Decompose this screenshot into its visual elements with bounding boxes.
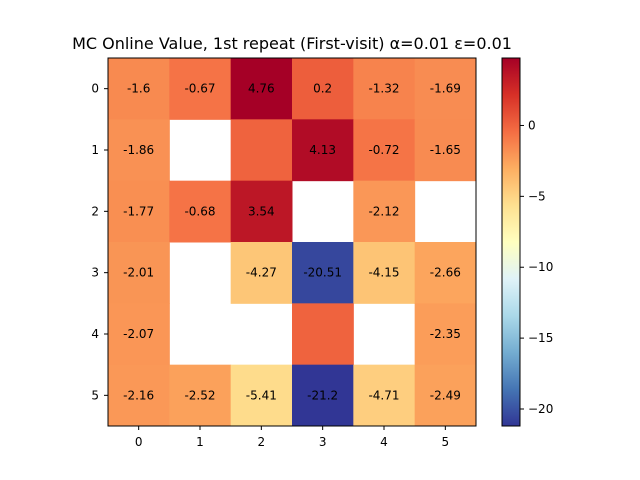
y-tick-label: 5 (91, 388, 99, 402)
cell-value-label: 4.76 (248, 82, 275, 96)
x-tick-label: 5 (442, 435, 450, 449)
cell-value-label: -0.68 (184, 204, 215, 218)
cell-value-label: -2.52 (184, 388, 215, 402)
heatmap-cell (292, 58, 354, 120)
heatmap-cell (108, 180, 170, 243)
heatmap-cell (414, 364, 477, 427)
x-tick-label: 1 (196, 435, 204, 449)
heatmap-cell (353, 364, 416, 427)
cell-value-label: -1.69 (430, 82, 461, 96)
cell-value-label: -0.72 (368, 143, 399, 157)
cell-value-label: -4.71 (368, 388, 399, 402)
heatmap-cell (292, 242, 354, 304)
cell-value-label: -5.41 (246, 388, 277, 402)
chart-title: MC Online Value, 1st repeat (First-visit… (72, 34, 512, 53)
cell-value-label: -1.32 (368, 82, 399, 96)
plot-frame (107, 57, 477, 427)
heatmap-cell (230, 58, 293, 120)
colorbar-frame (501, 57, 521, 427)
y-tick-label: 0 (91, 82, 99, 96)
heatmap-cell (353, 58, 416, 120)
heatmap-cell (353, 119, 416, 182)
cell-value-label: -2.16 (123, 388, 154, 402)
cell-value-label: -1.65 (430, 143, 461, 157)
x-tick-label: 4 (380, 435, 388, 449)
cell-value-label: -2.01 (123, 266, 154, 280)
cell-value-label: -2.07 (123, 327, 154, 341)
heatmap-cell (292, 364, 354, 427)
colorbar-tick-label: −10 (528, 260, 553, 274)
x-tick-label: 3 (319, 435, 327, 449)
heatmap-cell (169, 58, 232, 120)
heatmap-cell (414, 58, 477, 120)
cell-value-label: -2.66 (430, 266, 461, 280)
cell-value-label: -0.67 (184, 82, 215, 96)
cell-value-label: -4.27 (246, 266, 277, 280)
y-tick-label: 3 (91, 266, 99, 280)
heatmap-cell (292, 119, 354, 182)
heatmap-cell (230, 242, 293, 304)
cell-value-label: -20.51 (303, 266, 342, 280)
cell-value-label: 0.2 (313, 82, 332, 96)
heatmap-cell (414, 242, 477, 304)
heatmap-cell (414, 119, 477, 182)
y-axis: 0 1 2 3 4 5 (91, 82, 108, 402)
heatmap-cells: -1.6 -0.67 4.76 0.2 -1.32 -1.69 -1.86 4.13 -0.72… (108, 58, 477, 427)
colorbar: 0 −5 −10 −15 −20 (501, 57, 553, 427)
heatmap-cell (353, 180, 416, 243)
cell-value-label: -2.12 (368, 204, 399, 218)
y-tick-label: 4 (91, 327, 99, 341)
heatmap-cell (108, 242, 170, 304)
colorbar-tick-label: 0 (528, 118, 536, 132)
heatmap-cell (108, 119, 170, 182)
cell-value-label: -4.15 (368, 266, 399, 280)
y-tick-label: 1 (91, 143, 99, 157)
heatmap-cell (230, 119, 293, 182)
cell-value-label: -21.2 (307, 388, 338, 402)
heatmap-cell (292, 303, 354, 366)
x-tick-label: 2 (258, 435, 266, 449)
cell-value-label: -1.86 (123, 143, 154, 157)
colorbar-gradient (502, 58, 520, 426)
y-tick-label: 2 (91, 204, 99, 218)
cell-value-label: -2.35 (430, 327, 461, 341)
heatmap-cell (169, 180, 232, 243)
cell-value-label: -2.49 (430, 388, 461, 402)
cell-value-label: -1.6 (127, 82, 150, 96)
colorbar-tick-label: −5 (528, 189, 546, 203)
cell-value-label: -1.77 (123, 204, 154, 218)
heatmap-cell (108, 58, 170, 120)
heatmap-cell (414, 303, 477, 366)
x-axis: 0 1 2 3 4 5 (135, 426, 449, 449)
colorbar-tick-label: −15 (528, 331, 553, 345)
heatmap-cell (353, 242, 416, 304)
heatmap-cell (230, 364, 293, 427)
colorbar-tick-label: −20 (528, 402, 553, 416)
cell-value-label: 3.54 (248, 204, 275, 218)
cell-value-label: 4.13 (309, 143, 336, 157)
heatmap-cell (169, 364, 232, 427)
heatmap-cell (108, 303, 170, 366)
x-tick-label: 0 (135, 435, 143, 449)
heatmap-cell (108, 364, 170, 427)
heatmap-cell (230, 180, 293, 243)
